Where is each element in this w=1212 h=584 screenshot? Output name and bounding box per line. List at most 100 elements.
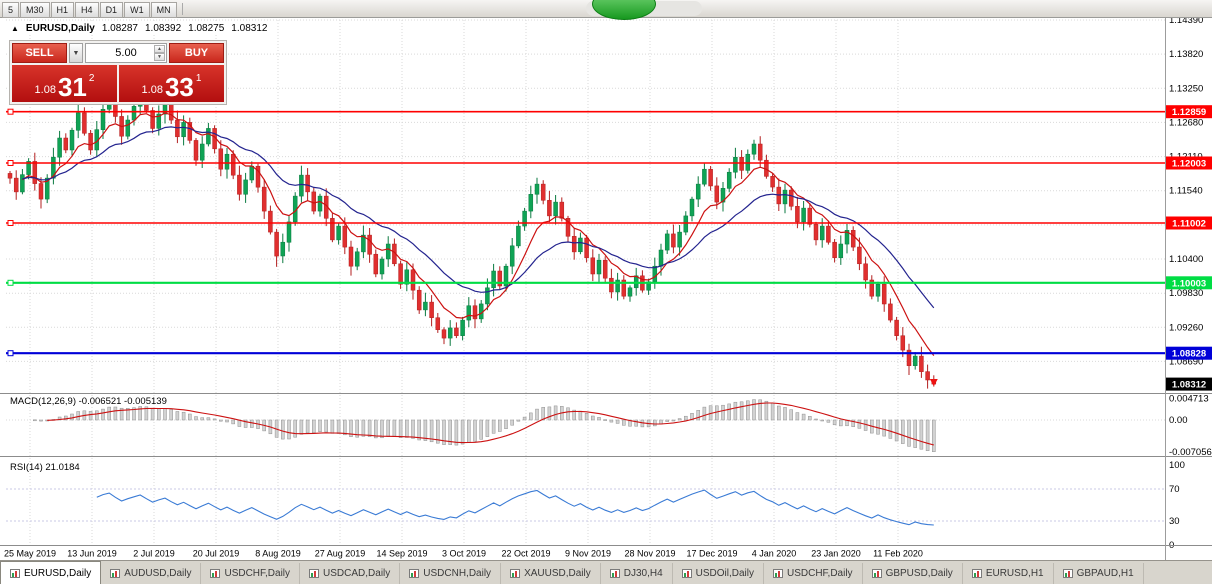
chart-tab-label: EURUSD,H1: [985, 568, 1044, 579]
price-badge: [1166, 105, 1212, 119]
price-axis-label: 1.08690: [1169, 356, 1203, 367]
moving-average-21: [22, 126, 935, 309]
chart-tab-label: XAUUSD,Daily: [524, 568, 591, 579]
chart-tab-eurusd-h1[interactable]: EURUSD,H1: [963, 563, 1054, 584]
buy-price-tile[interactable]: 1.08 33 1: [119, 65, 224, 102]
chart-tab-gbpaud-h1[interactable]: GBPAUD,H1: [1054, 563, 1144, 584]
date-axis-label: 9 Nov 2019: [565, 549, 611, 559]
timeframe-button-d1[interactable]: D1: [99, 1, 124, 18]
sell-price-pips: 31: [57, 72, 87, 102]
date-axis-label: 17 Dec 2019: [686, 549, 737, 559]
price-badge: [1166, 346, 1212, 360]
line-handle[interactable]: [7, 220, 14, 226]
rsi-line: [96, 489, 934, 526]
chart-tab-usdcad-daily[interactable]: USDCAD,Daily: [300, 563, 401, 584]
chart-tab-usdoil-daily[interactable]: USDOil,Daily: [673, 563, 764, 584]
date-axis-label: 3 Oct 2019: [442, 549, 486, 559]
line-handle[interactable]: [7, 160, 14, 166]
price-badge: [1166, 156, 1212, 170]
chart-tab-dj30-h4[interactable]: DJ30,H4: [601, 563, 673, 584]
date-axis-label: 28 Nov 2019: [624, 549, 675, 559]
svg-text:1.08312: 1.08312: [1172, 380, 1206, 391]
volume-up-button[interactable]: ▲: [154, 45, 165, 53]
chart-tab-eurusd-daily[interactable]: EURUSD,Daily: [0, 561, 102, 584]
chart-tab-gbpusd-daily[interactable]: GBPUSD,Daily: [863, 563, 963, 584]
price-axis-label: 1.14390: [1169, 15, 1203, 26]
chart-icon: [609, 569, 620, 578]
svg-text:1.10003: 1.10003: [1172, 278, 1206, 289]
chart-icon: [510, 569, 521, 578]
rsi-label: RSI(14) 21.0184: [10, 462, 80, 473]
vertical-grid: [29, 20, 899, 545]
timeframe-button-w1[interactable]: W1: [124, 1, 150, 18]
rsi-axis-label: 100: [1169, 460, 1185, 471]
date-axis-label: 2 Jul 2019: [133, 549, 175, 559]
chart-tab-label: DJ30,H4: [623, 568, 663, 579]
price-badge: [1166, 276, 1212, 290]
symbol-period-label: EURUSD,Daily: [25, 23, 95, 34]
svg-text:1.11002: 1.11002: [1172, 219, 1206, 230]
chart-icon: [773, 569, 783, 578]
one-click-trade-panel: SELL ▼ 5.00 ▲ ▼ BUY 1.08 31 2 1.08 33 1: [9, 40, 227, 105]
timeframe-toolbar: 5 M30 H1 H4 D1 W1 MN: [0, 0, 1212, 20]
date-axis-label: 13 Jun 2019: [67, 549, 117, 559]
date-axis-label: 23 Jan 2020: [811, 549, 861, 559]
sell-signal-arrow-icon: [929, 379, 938, 386]
line-handle[interactable]: [7, 350, 14, 357]
chart-tab-xauusd-daily[interactable]: XAUUSD,Daily: [501, 563, 601, 584]
price-axis-label: 1.13820: [1169, 49, 1203, 60]
date-axis-label: 14 Sep 2019: [376, 549, 427, 559]
timeframe-button-mn[interactable]: MN: [150, 1, 177, 18]
volume-value: 5.00: [115, 47, 137, 59]
date-axis-label: 11 Feb 2020: [873, 549, 923, 559]
chart-tab-usdchf-daily[interactable]: USDCHF,Daily: [764, 563, 863, 584]
price-badges: 1.12859 1.12003 1.11002 1.10003 1.08828 1.083…: [1166, 105, 1212, 391]
date-axis-label: 22 Oct 2019: [501, 549, 550, 559]
date-axis-label: 4 Jan 2020: [752, 549, 797, 559]
chart-tab-audusd-daily[interactable]: AUDUSD,Daily: [101, 563, 202, 584]
line-handle[interactable]: [7, 108, 14, 115]
price-axis-label: 1.09260: [1169, 322, 1203, 333]
chart-tab-label: GBPUSD,Daily: [885, 568, 953, 579]
high-value: 1.08392: [144, 23, 182, 34]
date-axis-label: 27 Aug 2019: [315, 549, 366, 559]
buy-button[interactable]: BUY: [169, 43, 224, 63]
timeframe-button-m30[interactable]: M30: [20, 1, 50, 18]
chart-tab-usdcnh-daily[interactable]: USDCNH,Daily: [400, 563, 502, 584]
line-handle[interactable]: [7, 279, 14, 286]
chart-icon: [681, 569, 692, 578]
volume-down-button[interactable]: ▼: [154, 53, 165, 61]
order-type-dropdown[interactable]: ▼: [69, 43, 83, 63]
sell-price-tile[interactable]: 1.08 31 2: [12, 65, 117, 102]
price-badge: [1166, 216, 1212, 230]
price-axis-label: 1.13250: [1169, 83, 1203, 94]
chart-tab-label: USDCHF,Daily: [787, 568, 853, 579]
chart-tab-label: AUDUSD,Daily: [124, 568, 192, 579]
chart-tab-label: GBPAUD,H1: [1076, 568, 1134, 579]
date-axis-label: 25 May 2019: [4, 549, 56, 559]
chart-tab-label: USDCNH,Daily: [423, 568, 492, 579]
buy-price-pips: 33: [164, 72, 194, 102]
timeframe-button-5[interactable]: 5: [2, 1, 20, 18]
chart-icon: [110, 569, 121, 578]
chart-tabs-bar: EURUSD,Daily AUDUSD,Daily USDCHF,Daily USDC…: [0, 560, 1212, 584]
collapse-panel-icon[interactable]: ▲: [11, 24, 19, 33]
date-axis-label: 8 Aug 2019: [255, 549, 301, 559]
rsi-axis-label: 30: [1169, 516, 1180, 527]
volume-stepper: ▲ ▼: [154, 45, 165, 61]
timeframe-button-h4[interactable]: H4: [75, 1, 99, 18]
macd-axis-label: 0.004713: [1169, 394, 1209, 405]
volume-input[interactable]: 5.00 ▲ ▼: [85, 43, 167, 63]
price-axis-label: 1.12680: [1169, 117, 1203, 128]
timeframe-button-h1[interactable]: H1: [50, 1, 75, 18]
macd-axis-label: 0.00: [1169, 415, 1188, 426]
ohlc-info-bar: ▲ EURUSD,Daily 1.08287 1.08392 1.08275 1…: [9, 22, 273, 35]
date-axis: 25 May 2019 13 Jun 2019 2 Jul 2019 20 Jul 2…: [4, 549, 923, 559]
chart-icon: [871, 569, 882, 578]
price-badge: [1166, 377, 1212, 391]
chart-icon: [10, 568, 20, 578]
chart-tab-usdchf-daily[interactable]: USDCHF,Daily: [201, 563, 301, 584]
sell-button[interactable]: SELL: [12, 43, 67, 63]
